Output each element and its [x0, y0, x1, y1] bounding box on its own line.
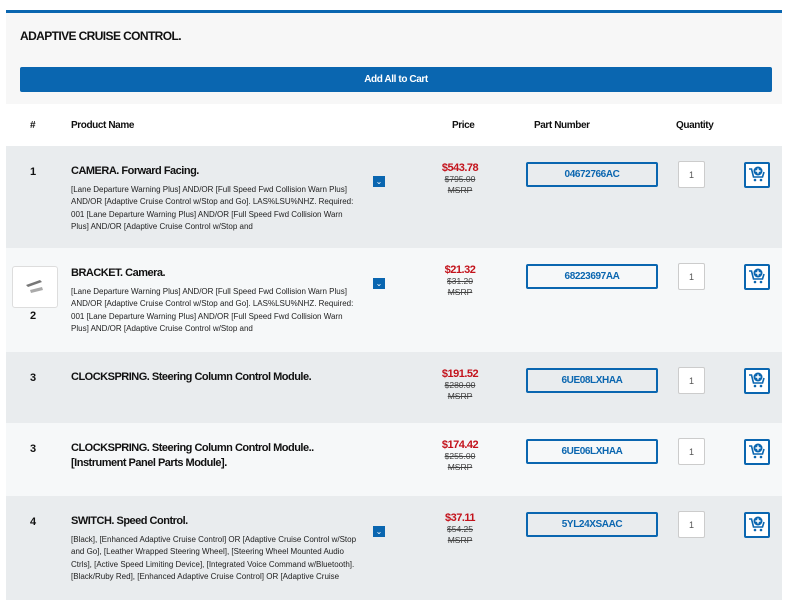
- col-name: Product Name: [71, 120, 134, 131]
- product-name[interactable]: CLOCKSPRING. Steering Column Control Mod…: [71, 442, 314, 469]
- col-part-number: Part Number: [534, 120, 590, 131]
- col-quantity: Quantity: [676, 120, 714, 131]
- product-thumbnail[interactable]: [12, 266, 58, 308]
- section-title: ADAPTIVE CRUISE CONTROL.: [20, 29, 182, 43]
- msrp-label: MSRP: [447, 185, 473, 195]
- cart-plus-icon: [748, 371, 766, 392]
- table-row: 4 SWITCH. Speed Control. [Black], [Enhance…: [6, 496, 782, 600]
- table-row: 3 CLOCKSPRING. Steering Column Control Mo…: [6, 352, 782, 423]
- msrp-price: $31.20: [447, 276, 473, 286]
- msrp-label: MSRP: [447, 535, 473, 545]
- table-row: 2 BRACKET. Camera. [Lane Departure Warning…: [6, 248, 782, 352]
- price-block: $174.42 $255.00 MSRP: [426, 439, 494, 473]
- product-description: [Lane Departure Warning Plus] AND/OR [Fu…: [71, 287, 354, 333]
- row-number: 1: [30, 166, 37, 178]
- add-all-to-cart-button[interactable]: Add All to Cart: [20, 67, 772, 92]
- price-block: $37.11 $54.25 MSRP: [426, 512, 494, 546]
- product-name[interactable]: SWITCH. Speed Control.: [71, 515, 188, 527]
- cart-plus-icon: [748, 442, 766, 463]
- quantity-input[interactable]: [678, 367, 705, 394]
- msrp-price: $255.00: [444, 451, 476, 461]
- table-row: 3 CLOCKSPRING. Steering Column Control Mo…: [6, 423, 782, 496]
- cart-plus-icon: [748, 165, 766, 186]
- row-number: 2: [30, 310, 37, 322]
- add-to-cart-button[interactable]: [744, 512, 770, 538]
- part-number-button[interactable]: 68223697AA: [526, 264, 658, 289]
- parts-section: ADAPTIVE CRUISE CONTROL. Add All to Cart…: [6, 10, 782, 600]
- part-number-button[interactable]: 6UE08LXHAA: [526, 368, 658, 393]
- add-to-cart-button[interactable]: [744, 264, 770, 290]
- sale-price: $37.11: [444, 512, 476, 524]
- col-num: #: [30, 120, 36, 131]
- sale-price: $191.52: [441, 368, 479, 380]
- product-description: [Black], [Enhanced Adaptive Cruise Contr…: [71, 535, 357, 581]
- price-block: $191.52 $280.00 MSRP: [426, 368, 494, 402]
- part-number-button[interactable]: 04672766AC: [526, 162, 658, 187]
- part-number-button[interactable]: 6UE06LXHAA: [526, 439, 658, 464]
- msrp-price: $795.00: [444, 174, 476, 184]
- chevron-down-icon[interactable]: ⌄: [373, 278, 385, 289]
- quantity-input[interactable]: [678, 438, 705, 465]
- quantity-input[interactable]: [678, 161, 705, 188]
- table-row: 1 CAMERA. Forward Facing. [Lane Departure …: [6, 146, 782, 248]
- quantity-input[interactable]: [678, 263, 705, 290]
- msrp-label: MSRP: [447, 391, 473, 401]
- sale-price: $21.32: [444, 264, 476, 276]
- price-block: $21.32 $31.20 MSRP: [426, 264, 494, 298]
- chevron-down-icon[interactable]: ⌄: [373, 176, 385, 187]
- cart-plus-icon: [748, 515, 766, 536]
- cart-plus-icon: [748, 267, 766, 288]
- add-to-cart-button[interactable]: [744, 439, 770, 465]
- product-name[interactable]: BRACKET. Camera.: [71, 267, 166, 279]
- msrp-price: $54.25: [447, 524, 473, 534]
- msrp-label: MSRP: [447, 462, 473, 472]
- sale-price: $174.42: [441, 439, 479, 451]
- msrp-price: $280.00: [444, 380, 476, 390]
- part-number-button[interactable]: 5YL24XSAAC: [526, 512, 658, 537]
- chevron-down-icon[interactable]: ⌄: [373, 526, 385, 537]
- row-number: 3: [30, 372, 37, 384]
- row-number: 4: [30, 516, 37, 528]
- add-to-cart-button[interactable]: [744, 162, 770, 188]
- bracket-image-icon: [26, 280, 43, 293]
- sale-price: $543.78: [441, 162, 479, 174]
- product-name[interactable]: CAMERA. Forward Facing.: [71, 165, 199, 177]
- add-to-cart-button[interactable]: [744, 368, 770, 394]
- row-number: 3: [30, 443, 37, 455]
- price-block: $543.78 $795.00 MSRP: [426, 162, 494, 196]
- quantity-input[interactable]: [678, 511, 705, 538]
- col-price: Price: [452, 120, 475, 131]
- product-name[interactable]: CLOCKSPRING. Steering Column Control Mod…: [71, 371, 312, 383]
- table-header: # Product Name Price Part Number Quantit…: [6, 104, 782, 146]
- section-header: ADAPTIVE CRUISE CONTROL. Add All to Cart: [6, 10, 782, 104]
- msrp-label: MSRP: [447, 287, 473, 297]
- product-description: [Lane Departure Warning Plus] AND/OR [Fu…: [71, 185, 354, 231]
